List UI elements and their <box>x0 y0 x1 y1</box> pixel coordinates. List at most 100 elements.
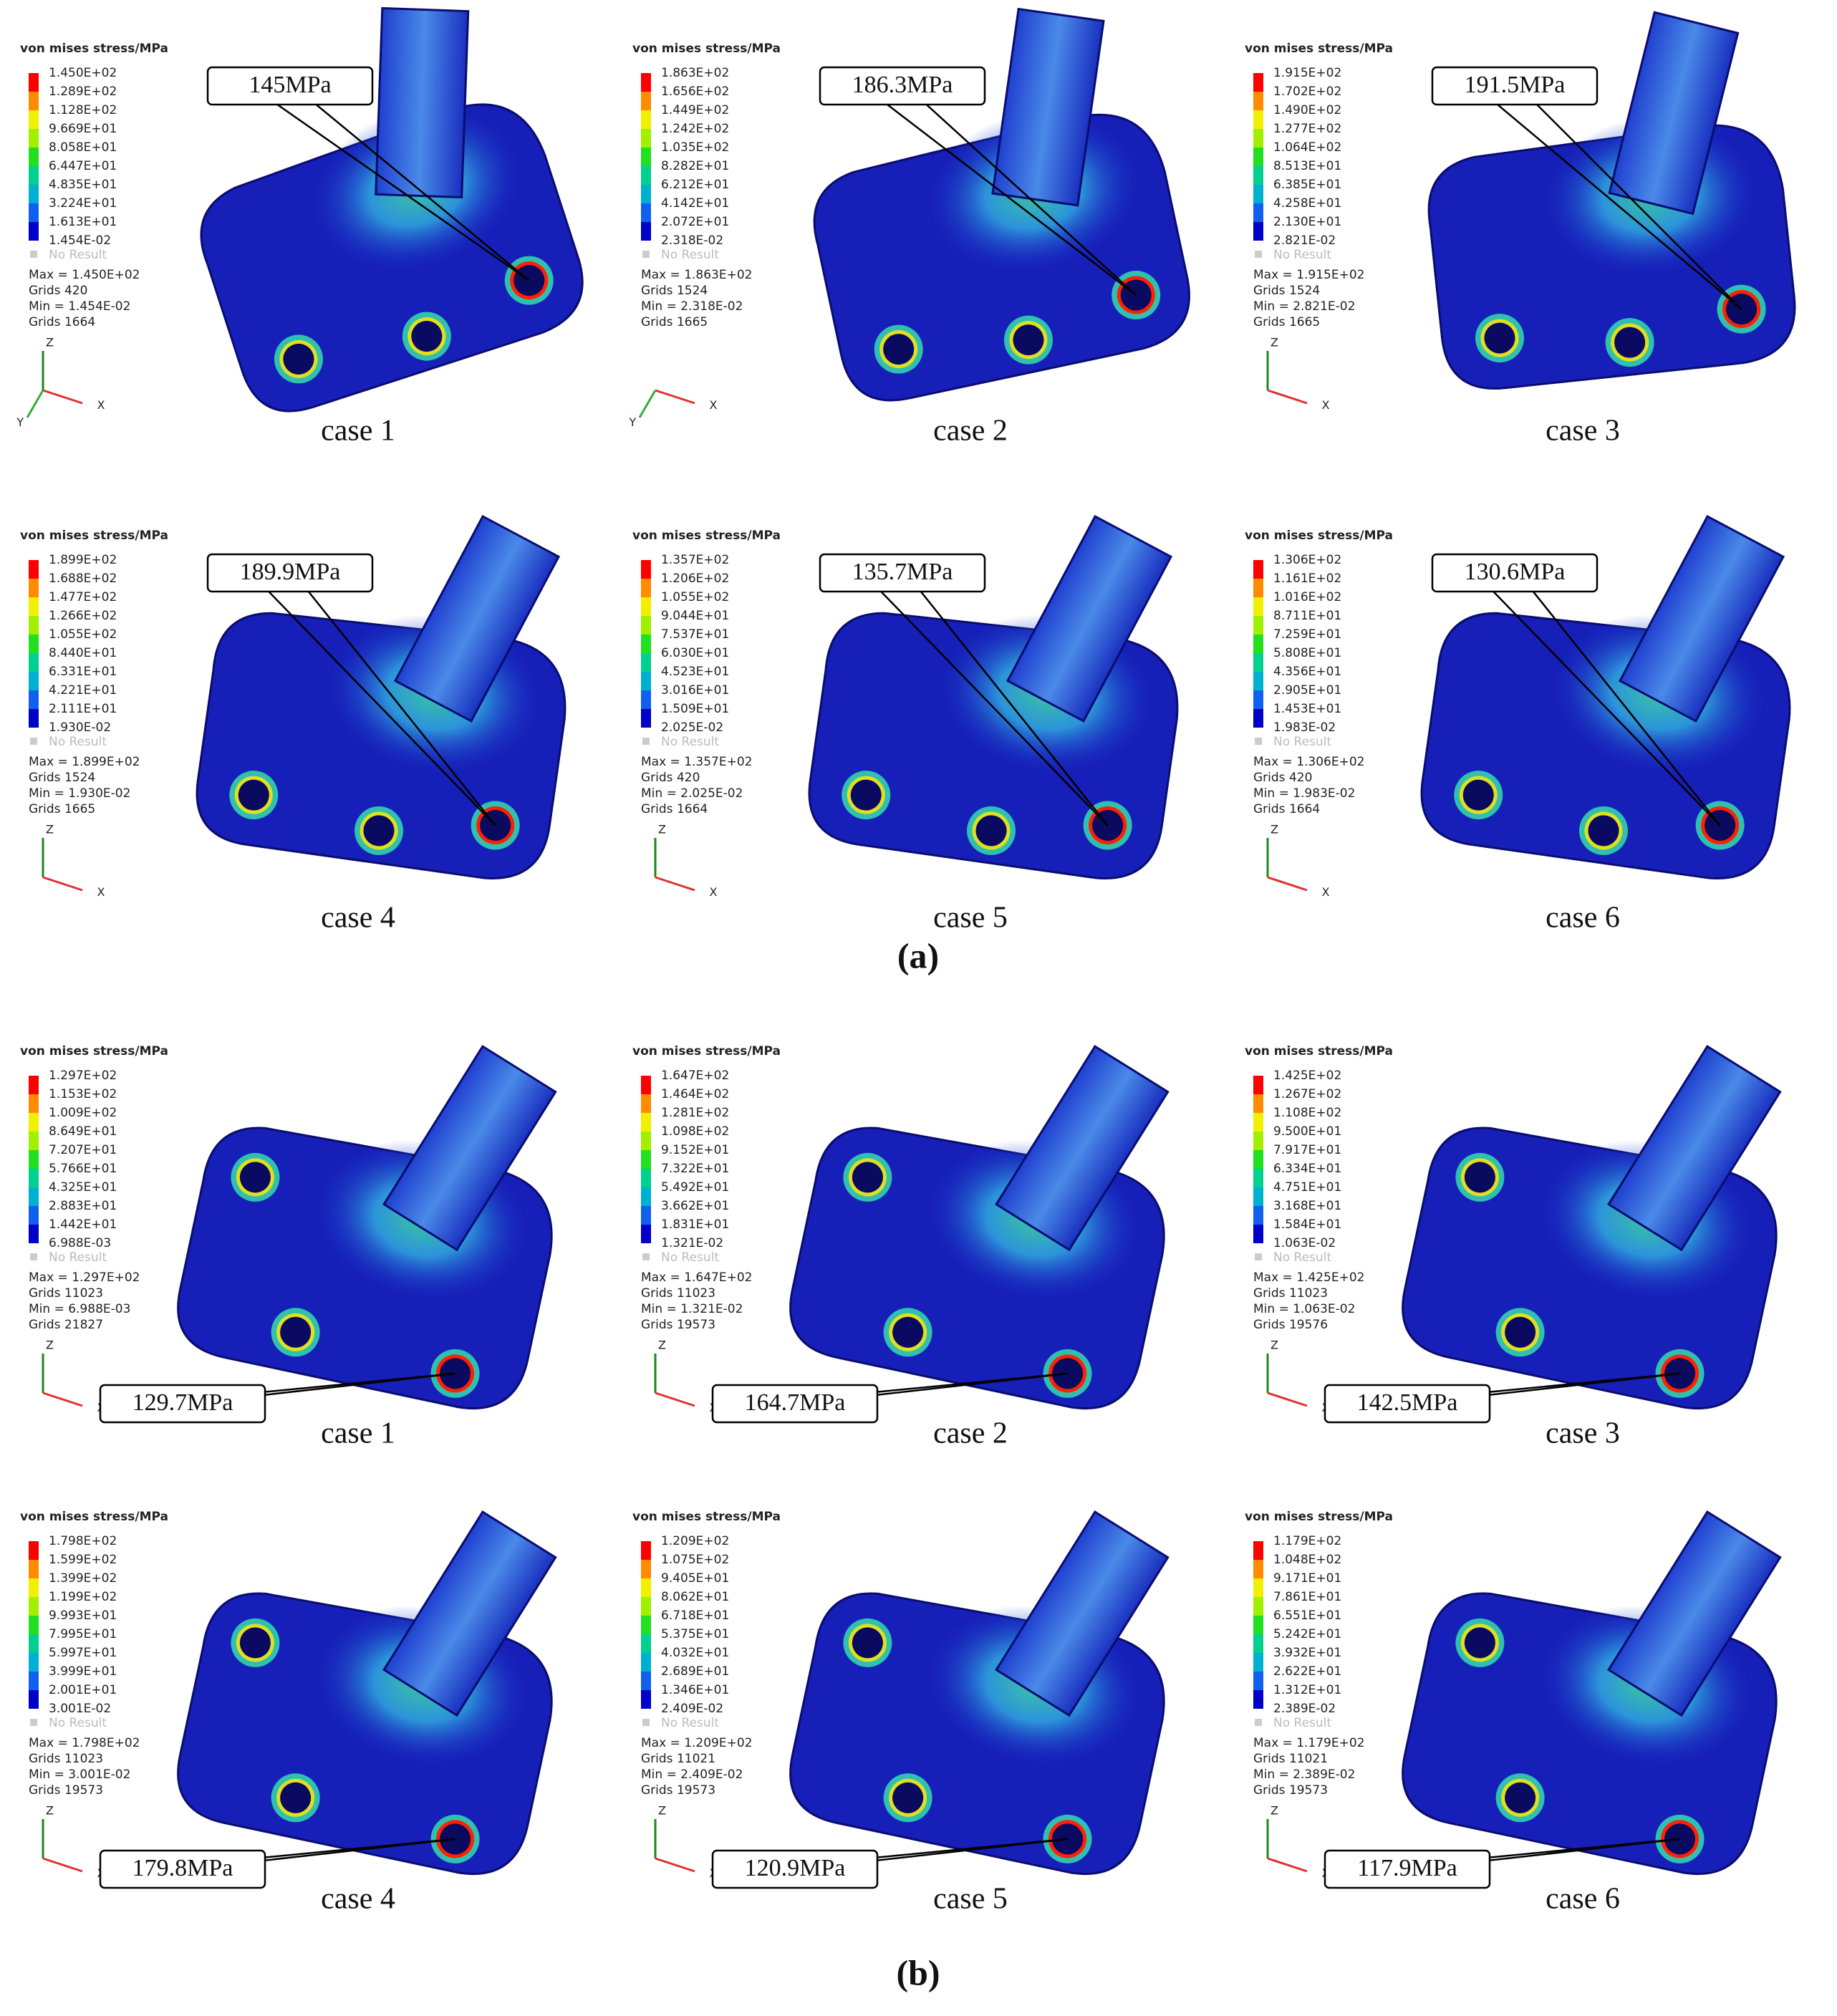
legend-swatch <box>1253 1672 1263 1690</box>
hole <box>889 1778 927 1817</box>
legend-title: von mises stress/MPa <box>20 529 168 543</box>
legend-swatch <box>29 1076 39 1094</box>
legend-swatch <box>29 148 39 166</box>
legend-tick-label: 1.346E+01 <box>661 1683 729 1697</box>
hole <box>1460 1158 1499 1197</box>
callout-label: 145MPa <box>249 72 331 98</box>
legend-tick-label: 4.221E+01 <box>49 683 117 698</box>
callout-line <box>905 85 1137 296</box>
legend-tick-label: 1.153E+02 <box>49 1087 117 1101</box>
callout-label: 164.7MPa <box>745 1389 846 1416</box>
legend-tick-label: 8.711E+01 <box>1273 609 1341 623</box>
part-post <box>995 1510 1170 1717</box>
legend-swatch <box>641 1634 651 1653</box>
legend-swatch <box>1253 1225 1263 1243</box>
no-result-swatch <box>642 738 650 745</box>
hole <box>1480 319 1519 357</box>
legend-tick-label: 2.821E-02 <box>1273 233 1336 248</box>
legend-tick-label: 6.331E+01 <box>49 665 117 679</box>
legend-tick-label: 1.915E+02 <box>1273 66 1341 80</box>
legend-swatch <box>641 597 651 616</box>
legend-swatch <box>641 672 651 690</box>
legend-swatch <box>641 1113 651 1132</box>
stat-line: Max = 1.915E+02 <box>1253 268 1364 282</box>
legend-swatch <box>29 1150 39 1169</box>
hole <box>848 1158 887 1197</box>
axis-label: Z <box>1271 1339 1278 1352</box>
callout-label: 120.9MPa <box>745 1855 846 1881</box>
axis-label: Z <box>46 1339 54 1352</box>
legend-tick-label: 1.399E+02 <box>49 1571 117 1586</box>
legend-tick-label: 8.282E+01 <box>661 159 729 173</box>
case-label: case 4 <box>321 1883 395 1916</box>
callout-box <box>711 1384 879 1424</box>
legend-swatch <box>1253 1690 1263 1709</box>
legend-tick-label: 1.312E+01 <box>1273 1683 1341 1697</box>
legend-tick-label: 1.064E+02 <box>1273 140 1341 155</box>
legend-swatch <box>1253 148 1263 166</box>
legend-title: von mises stress/MPa <box>1245 42 1393 56</box>
legend-swatch <box>641 203 651 222</box>
legend-swatch <box>641 1132 651 1150</box>
axis-arrow <box>638 390 657 418</box>
no-result-label: No Result <box>49 1716 107 1730</box>
hole <box>1501 1313 1540 1351</box>
callout-line <box>293 85 530 281</box>
legend-swatch <box>29 579 39 597</box>
hole <box>1501 1778 1540 1817</box>
legend-tick-label: 1.863E+02 <box>661 66 729 80</box>
axis-label: Z <box>1271 1804 1278 1818</box>
legend-tick-label: 1.266E+02 <box>49 609 117 623</box>
no-result-label: No Result <box>661 735 719 749</box>
axis-label: X <box>1322 398 1330 412</box>
no-result-label: No Result <box>49 735 107 749</box>
callout: 142.5MPa <box>1323 1372 1680 1424</box>
stat-line: Grids 1524 <box>641 284 708 298</box>
legend-swatch <box>641 1560 651 1578</box>
legend-swatch <box>1253 1150 1263 1169</box>
legend-tick-label: 6.334E+01 <box>1273 1162 1341 1176</box>
legend-tick-label: 6.385E+01 <box>1273 178 1341 192</box>
legend-tick-label: 3.999E+01 <box>49 1664 117 1679</box>
legend-swatch <box>1253 129 1263 148</box>
legend-swatch <box>29 1094 39 1113</box>
legend-swatch <box>29 1187 39 1206</box>
callout-label: 189.9MPa <box>240 559 341 585</box>
legend-tick-label: 1.128E+02 <box>49 103 117 117</box>
legend-swatch <box>641 166 651 185</box>
legend-tick-label: 2.025E-02 <box>661 720 723 735</box>
legend-tick-label: 2.409E-02 <box>661 1702 723 1716</box>
part-post <box>382 1510 557 1717</box>
callout-box <box>1323 1384 1491 1424</box>
legend-title: von mises stress/MPa <box>1245 1510 1393 1524</box>
callout-line <box>250 572 496 826</box>
stat-line: Grids 1524 <box>29 771 95 785</box>
no-result-label: No Result <box>1273 248 1331 262</box>
part <box>177 1044 557 1410</box>
legend-tick-label: 2.072E+01 <box>661 215 729 229</box>
legend-swatch <box>1253 1541 1263 1560</box>
callout: 191.5MPa <box>1431 66 1742 310</box>
part-post <box>995 1044 1170 1252</box>
callout-line <box>1475 85 1742 310</box>
part-post <box>375 6 470 199</box>
part <box>196 514 566 880</box>
part <box>808 514 1179 880</box>
legend-swatch <box>1253 1076 1263 1094</box>
callout-box <box>206 66 374 106</box>
axis-label: X <box>710 885 718 899</box>
legend-tick-label: 1.055E+02 <box>49 627 117 642</box>
callout-box <box>1431 553 1599 593</box>
stat-line: Max = 1.357E+02 <box>641 755 752 769</box>
legend-tick-label: 1.199E+02 <box>49 1590 117 1604</box>
stat-line: Grids 21827 <box>29 1318 103 1332</box>
legend-swatch <box>29 653 39 672</box>
legend-tick-label: 1.647E+02 <box>661 1069 729 1083</box>
legend-swatch <box>1253 110 1263 129</box>
legend-swatch <box>1253 1634 1263 1653</box>
no-result-swatch <box>1255 251 1262 258</box>
stat-line: Min = 2.821E-02 <box>1253 299 1355 314</box>
callout-box <box>99 1384 266 1424</box>
legend-swatch <box>29 1113 39 1132</box>
legend-tick-label: 6.988E-03 <box>49 1236 111 1250</box>
